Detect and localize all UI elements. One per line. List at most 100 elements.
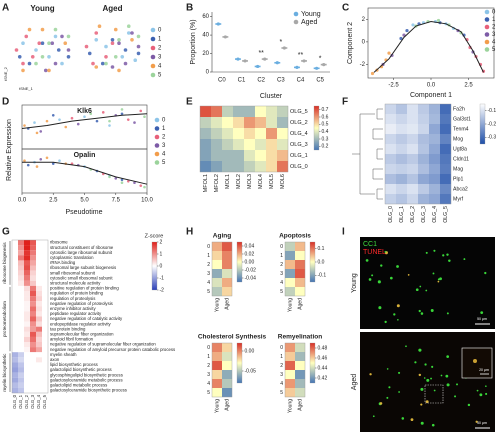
cell-dot <box>479 393 483 397</box>
heatmap-cell <box>42 357 49 363</box>
heatmap-cell <box>12 275 19 281</box>
heatmap-cell <box>36 321 43 327</box>
x-tick-label: 2.5 <box>464 83 473 89</box>
heatmap-cell <box>266 139 278 151</box>
column-label: Young <box>287 399 293 413</box>
heatmap-cell <box>30 255 37 261</box>
data-point <box>143 185 146 189</box>
cell-dot <box>476 389 479 392</box>
heatmap-cell <box>255 117 267 129</box>
heatmap-frame <box>284 342 306 398</box>
heatmap-cell <box>407 104 419 115</box>
heatmap-cell <box>30 250 37 256</box>
heatmap-cell <box>212 269 223 279</box>
column-label: OLG_5 <box>42 394 47 408</box>
row-label: Myrf <box>453 196 464 202</box>
legend-label: 5 <box>162 160 166 166</box>
cell-dot <box>425 400 429 404</box>
x-tick-label: 0.0 <box>18 198 27 204</box>
heatmap-cell <box>418 124 430 135</box>
y-axis-label: Proportion (%) <box>190 19 197 64</box>
scale-bar-label: 50 μm <box>477 317 487 321</box>
row-label: OLG_2 <box>290 120 308 126</box>
heatmap-cell <box>200 106 212 118</box>
row-label: small ribosomal subunit <box>50 270 96 275</box>
x-tick-label: 0.0 <box>427 83 436 89</box>
heatmap-cell <box>18 260 25 266</box>
legend-label: 3 <box>492 32 496 38</box>
heatmap-cell <box>18 280 25 286</box>
cell-dot <box>372 415 375 418</box>
heatmap-cell <box>12 291 19 297</box>
heatmap-cell <box>255 139 267 151</box>
x-axis-label: Cluster <box>260 93 283 100</box>
x-tick-label: -2.5 <box>388 83 399 89</box>
column-label: Young <box>287 298 293 312</box>
cell-dot <box>467 403 471 407</box>
heatmap-cell <box>36 275 43 281</box>
heatmap-cell <box>418 114 430 125</box>
box-point <box>322 63 326 67</box>
facet-title: Opalin <box>74 152 96 159</box>
data-point <box>47 55 51 59</box>
row-label: 2 <box>280 262 283 268</box>
significance: ** <box>298 52 304 59</box>
data-point <box>94 65 99 69</box>
heatmap-cell <box>42 377 49 383</box>
heatmap-cell <box>36 270 43 276</box>
heatmap-cell <box>222 106 234 118</box>
cell-dot <box>485 392 488 396</box>
heatmap-cell <box>385 104 397 115</box>
heatmap-cell <box>429 184 441 195</box>
data-point <box>100 61 105 66</box>
heatmap-cell <box>12 321 19 327</box>
heatmap-cell <box>12 306 19 312</box>
cell-dot <box>393 313 396 316</box>
heatmap-cell <box>30 352 37 358</box>
heatmap-title: Cholesterol Synthesis <box>198 334 267 341</box>
data-point <box>35 131 39 135</box>
legend-swatch <box>293 19 299 25</box>
box-point <box>256 64 260 69</box>
heatmap-cell <box>222 278 233 288</box>
heatmap-cell <box>30 296 37 302</box>
x-tick-label: 5.0 <box>80 198 89 204</box>
heatmap-cell <box>12 296 19 302</box>
heatmap-cell <box>407 134 419 145</box>
data-point <box>89 112 93 116</box>
column-label: Aged <box>297 399 303 411</box>
legend-label: 0 <box>492 10 496 16</box>
heatmap-cell <box>266 150 278 162</box>
panel-letter: A <box>2 3 9 14</box>
data-point <box>97 24 102 29</box>
heatmap-cell <box>12 255 19 261</box>
row-label: cytoplasmic translation <box>50 255 94 260</box>
data-point <box>40 55 45 59</box>
legend-label: 4 <box>492 40 496 46</box>
heatmap-cell <box>24 342 31 348</box>
heatmap-cell <box>12 270 19 276</box>
heatmap-cell <box>407 194 419 205</box>
row-label: positive regulation of protein binding <box>50 286 119 291</box>
legend-swatch <box>150 27 156 33</box>
heatmap-cell <box>18 326 25 332</box>
heatmap-cell <box>255 161 267 173</box>
heatmap-cell <box>233 128 245 140</box>
heatmap-cell <box>277 106 289 118</box>
heatmap-cell <box>285 251 296 261</box>
data-point <box>117 41 121 45</box>
heatmap-cell <box>396 124 408 135</box>
heatmap-cell <box>244 117 256 129</box>
row-label: Plp1 <box>453 176 463 182</box>
colorbar-tick-label: -0.2 <box>488 121 497 127</box>
cell-dot <box>405 345 407 348</box>
cell-dot <box>397 318 399 321</box>
row-label: 3 <box>280 372 283 378</box>
row-label: 3 <box>280 271 283 277</box>
data-point <box>143 115 146 119</box>
colorbar-tick-label: 0.0 <box>318 259 325 265</box>
heatmap-cell <box>36 245 43 251</box>
heatmap-cell <box>36 250 43 256</box>
y-axis-label: Component 2 <box>347 22 354 64</box>
data-point <box>40 41 45 45</box>
